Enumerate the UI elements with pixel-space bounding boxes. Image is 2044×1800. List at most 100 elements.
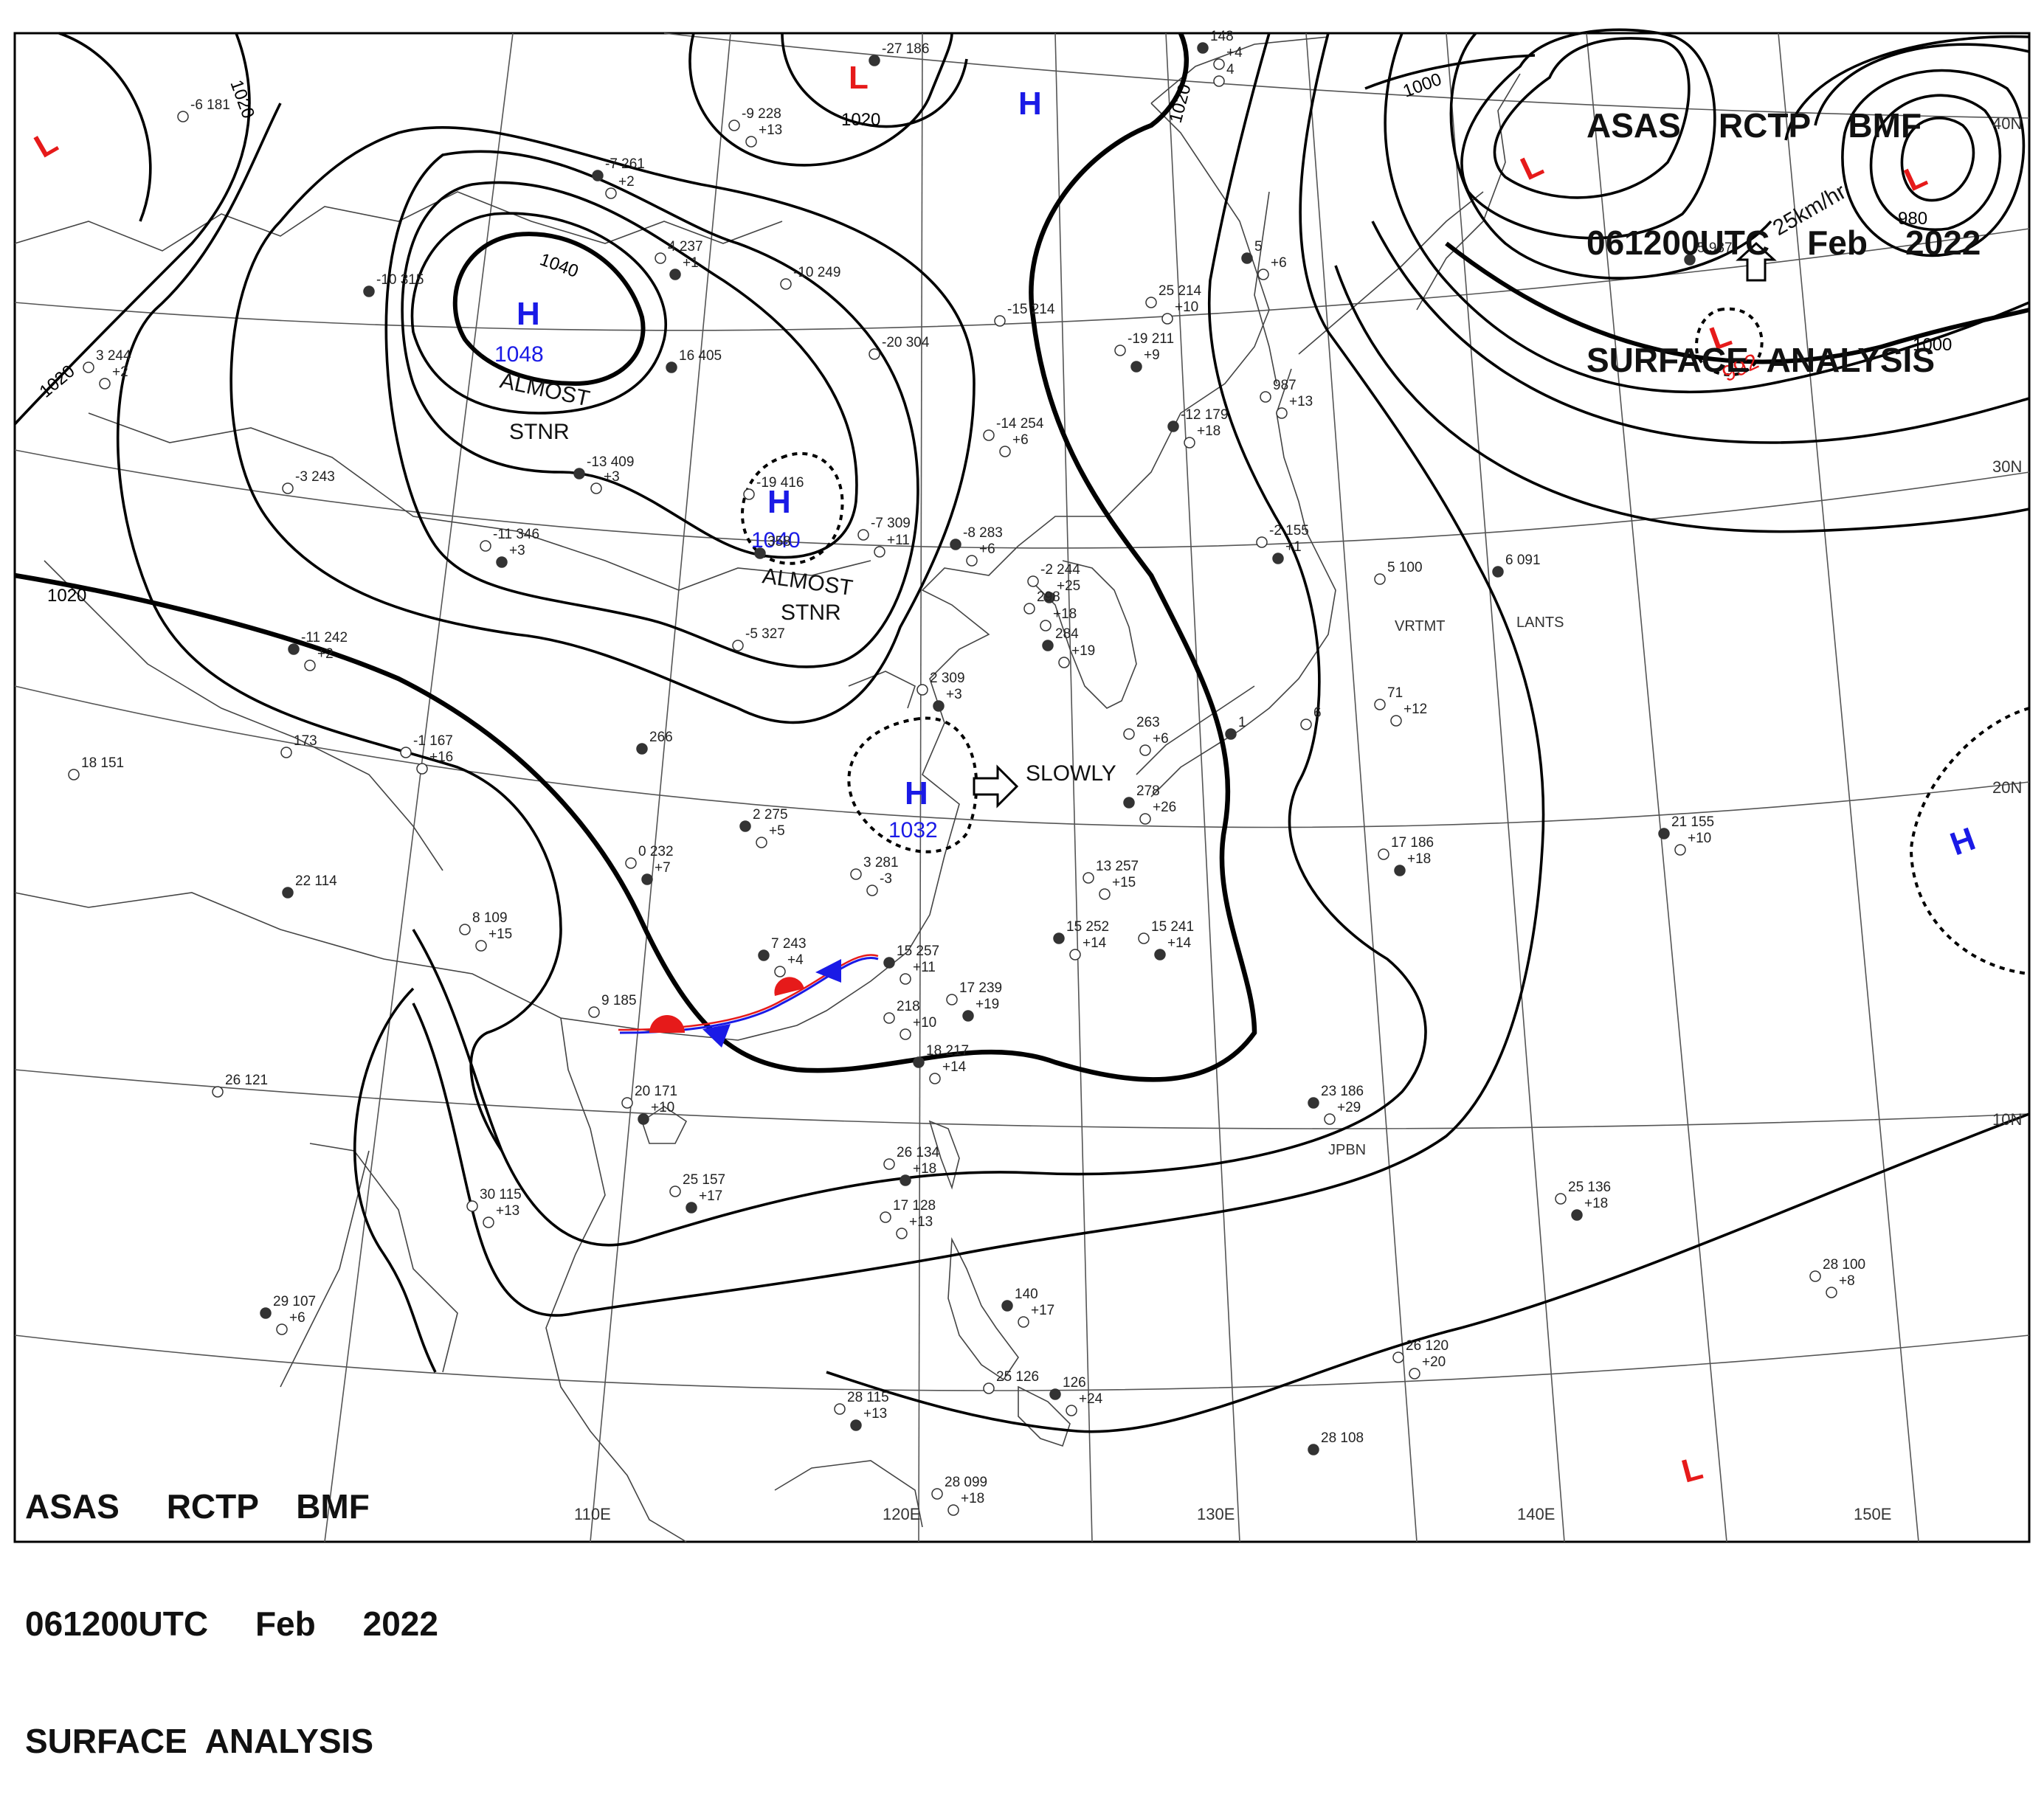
meridian-120e — [918, 32, 923, 1543]
map-canvas: 1020 1020 1020 1020 1040 1000 1000 980 1… — [13, 28, 2031, 1543]
coast-korea — [1032, 560, 1137, 709]
station-obs: 6 — [1313, 705, 1322, 721]
station-obs: 2 275 — [753, 807, 788, 823]
coast-borneo — [774, 1460, 923, 1528]
station-circle — [1374, 573, 1386, 585]
station-obs: -5 327 — [745, 626, 785, 642]
station-obs: +18 — [1053, 606, 1077, 622]
station-obs: 5 — [1254, 239, 1263, 255]
isobar-1036 — [410, 212, 667, 415]
station-circle — [1197, 42, 1209, 54]
station-obs: 29 107 — [273, 1294, 316, 1309]
parallel-10n — [14, 1069, 2030, 1129]
isobar-1004 — [1371, 221, 2030, 444]
station-circle — [636, 743, 648, 755]
chart-title-top-right: ASAS RCTP BMF 061200UTC Feb 2022 SURFACE… — [1586, 28, 1981, 419]
station-obs: +18 — [913, 1161, 936, 1177]
station-circle — [850, 1419, 862, 1431]
station-circle — [732, 640, 744, 651]
station-obs: 26 134 — [897, 1145, 940, 1160]
station-obs: 15 257 — [897, 944, 939, 959]
isobar-980-ring-2 — [1869, 94, 2002, 232]
station-obs: 25 136 — [1568, 1180, 1611, 1195]
station-circle — [1684, 254, 1696, 266]
station-obs: 15 252 — [1066, 919, 1109, 935]
isobar-1012-left — [116, 103, 562, 1152]
station-obs: -19 416 — [756, 475, 804, 491]
high-center-1040: H — [767, 484, 791, 520]
station-circle — [1138, 932, 1150, 944]
isobar-1000-long — [1445, 241, 2030, 364]
isobar-1020-top — [781, 32, 968, 128]
dashed-ring-l992 — [1695, 307, 1764, 376]
coast-sakhalin — [1254, 191, 1277, 384]
high-center-value: 1048 — [494, 342, 544, 367]
station-obs: -3 243 — [295, 469, 335, 485]
border-mongolia — [88, 412, 871, 591]
station-circle — [1492, 566, 1504, 578]
isobar-980-ring-4 — [1814, 43, 2030, 126]
station-circle — [883, 1012, 895, 1024]
station-obs: +14 — [1167, 935, 1192, 951]
station-circle — [590, 482, 602, 494]
station-obs: +19 — [976, 997, 999, 1012]
station-circle — [1154, 949, 1166, 960]
l992-arrow — [1736, 241, 1777, 282]
station-obs: -11 242 — [301, 630, 348, 645]
station-circle — [983, 1382, 995, 1394]
station-obs: +10 — [1175, 300, 1198, 315]
high-center-note: STNR — [781, 600, 841, 625]
isobar-1000 — [1364, 54, 1536, 90]
high-center-note: STNR — [509, 420, 570, 444]
station-obs: -6 181 — [190, 97, 230, 113]
station-obs: +20 — [1422, 1354, 1446, 1370]
station-circle — [641, 873, 653, 885]
station-circle — [1049, 1388, 1061, 1400]
station-obs: +1 — [683, 255, 699, 271]
lon-label: 150E — [1854, 1505, 1891, 1523]
footer-line-2: 061200UTC Feb 2022 — [25, 1605, 438, 1643]
station-circle — [1213, 58, 1225, 70]
station-circle — [621, 1097, 633, 1109]
station-circle — [883, 957, 895, 969]
station-circle — [1123, 728, 1135, 740]
station-obs: 25 214 — [1159, 283, 1202, 299]
station-obs: 284 — [1055, 626, 1079, 642]
station-obs: +24 — [1079, 1391, 1103, 1407]
station-circle — [686, 1202, 697, 1214]
station-obs: 28 099 — [945, 1475, 987, 1490]
station-circle — [754, 547, 766, 559]
isobar-1020-n — [13, 32, 251, 426]
isobar-1040-core — [452, 232, 646, 387]
station-obs: +10 — [651, 1100, 674, 1115]
station-circle — [999, 446, 1011, 457]
station-circle — [363, 285, 375, 297]
station-circle — [780, 278, 792, 290]
station-circle — [280, 747, 292, 758]
station-circle — [177, 111, 189, 122]
meridian-105e — [324, 32, 514, 1543]
high-center-1032: H — [905, 775, 928, 811]
station-obs: 25 157 — [683, 1172, 725, 1188]
station-circle — [1324, 1113, 1336, 1125]
station-obs: -10 249 — [793, 265, 840, 280]
lon-label: 110E — [574, 1505, 611, 1523]
station-obs: +7 — [655, 860, 671, 876]
station-obs: +6 — [1153, 731, 1169, 747]
station-obs: +19 — [1071, 643, 1095, 659]
station-obs: 263 — [1136, 715, 1160, 730]
station-obs: 22 114 — [295, 873, 337, 889]
isobar-1008 — [1384, 32, 2030, 394]
station-obs: 18 217 — [926, 1043, 969, 1059]
station-obs: +9 — [1144, 347, 1160, 363]
meridian-135e — [1305, 32, 1418, 1543]
station-obs: 17 239 — [959, 980, 1002, 996]
coast-luzon — [947, 1236, 1019, 1381]
high-center-value: 1032 — [888, 818, 938, 842]
station-obs: 4 237 — [668, 239, 703, 255]
station-circle — [1272, 553, 1284, 564]
station-obs: 21 155 — [1671, 814, 1714, 830]
station-circle — [625, 857, 637, 869]
station-obs: 26 121 — [225, 1073, 268, 1088]
lat-label: 10N — [1992, 1110, 2022, 1129]
